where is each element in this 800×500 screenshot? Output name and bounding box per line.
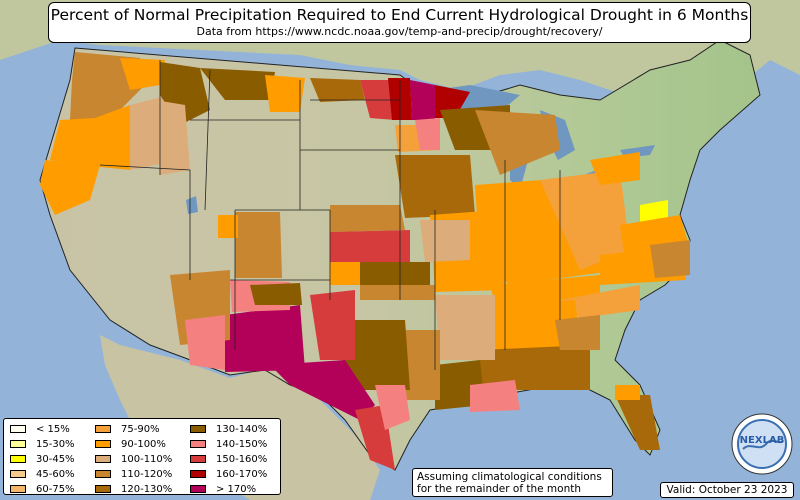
baja-land — [100, 335, 150, 440]
legend-item: 150-160% — [190, 453, 267, 465]
legend-swatch — [10, 455, 26, 463]
region-ny-pa — [590, 152, 640, 185]
legend-label: 30-45% — [36, 453, 75, 465]
legend-item: > 170% — [190, 483, 256, 495]
region-mt-east — [265, 75, 305, 112]
state-borders — [99, 60, 561, 370]
region-or — [50, 105, 130, 170]
region-fl-orange — [615, 385, 640, 400]
nexlab-logo: NEXLAB — [731, 413, 793, 475]
legend-item: 60-75% — [10, 483, 75, 495]
legend-swatch — [10, 485, 26, 493]
legend-label: 100-110% — [121, 453, 173, 465]
region-nm-magenta — [225, 305, 305, 372]
region-nd — [310, 78, 365, 102]
legend-label: 60-75% — [36, 483, 75, 495]
region-fl — [615, 395, 660, 450]
page-subtitle: Data from https://www.ncdc.noaa.gov/temp… — [196, 25, 603, 38]
valid-date: Valid: October 23 2023 — [660, 482, 794, 498]
legend-label: 110-120% — [121, 468, 173, 480]
legend-item: 100-110% — [95, 453, 172, 465]
region-tx-red — [310, 290, 355, 360]
legend-item: 130-140% — [190, 423, 267, 435]
legend-swatch — [190, 455, 206, 463]
legend-label: 130-140% — [216, 423, 268, 435]
region-wa-east — [120, 58, 165, 90]
legend-swatch — [10, 440, 26, 448]
legend-swatch — [95, 470, 111, 478]
note-box: Assuming climatological conditions for t… — [412, 468, 613, 497]
legend-item: 110-120% — [95, 468, 172, 480]
legend-swatch — [190, 425, 206, 433]
region-nc-east — [650, 240, 690, 278]
legend-label: 150-160% — [216, 453, 268, 465]
legend-label: 160-170% — [216, 468, 268, 480]
legend-label: 75-90% — [121, 423, 160, 435]
legend-item: 140-150% — [190, 438, 267, 450]
legend-swatch — [95, 425, 111, 433]
region-ia-pink — [415, 118, 440, 150]
logo-text: NEXLAB — [740, 435, 785, 446]
legend-item: 160-170% — [190, 468, 267, 480]
region-ks — [330, 230, 410, 262]
legend-item: 15-30% — [10, 438, 75, 450]
legend-swatch — [10, 470, 26, 478]
region-la-pink — [470, 380, 520, 412]
legend-item: 30-45% — [10, 453, 75, 465]
region-ca-sierra — [218, 215, 238, 238]
region-ne — [330, 205, 405, 232]
region-ca-north — [40, 160, 100, 215]
region-ga-east — [555, 315, 600, 350]
title-box: Percent of Normal Precipitation Required… — [48, 2, 751, 43]
legend-swatch — [190, 485, 206, 493]
legend: < 15% 15-30% 30-45% 45-60% 60-75% 75-90% 90-10… — [3, 418, 281, 495]
region-tx-brown — [340, 320, 410, 390]
region-tn — [490, 275, 600, 305]
legend-swatch — [95, 485, 111, 493]
region-ok — [360, 262, 430, 290]
region-md-va — [640, 200, 668, 222]
region-oh-ky — [540, 170, 630, 270]
great-salt-lake — [186, 196, 198, 214]
page-title: Percent of Normal Precipitation Required… — [50, 6, 749, 24]
region-mn-magenta — [410, 80, 435, 120]
region-az-pink — [185, 315, 225, 370]
region-ar — [435, 295, 495, 360]
legend-swatch — [95, 455, 111, 463]
legend-swatch — [190, 440, 206, 448]
region-nm-brown — [250, 283, 302, 305]
legend-swatch — [95, 440, 111, 448]
region-co — [235, 212, 282, 278]
region-tx-pink — [375, 385, 410, 430]
legend-item: < 15% — [10, 423, 70, 435]
legend-label: 120-130% — [121, 483, 173, 495]
legend-item: 45-60% — [10, 468, 75, 480]
legend-label: 45-60% — [36, 468, 75, 480]
note-line-1: Assuming climatological conditions — [417, 471, 602, 483]
legend-label: > 170% — [216, 483, 257, 495]
legend-swatch — [190, 470, 206, 478]
region-tx-magenta — [270, 360, 375, 420]
region-mo-tan — [420, 220, 470, 262]
region-id — [155, 100, 190, 175]
legend-label: 15-30% — [36, 438, 75, 450]
region-mi-south — [475, 110, 560, 175]
region-east-tx — [400, 330, 440, 400]
legend-item: 75-90% — [95, 423, 160, 435]
region-sc-ga — [560, 285, 640, 318]
region-iowa-brown — [395, 155, 475, 218]
region-south-brown — [480, 345, 590, 390]
legend-item: 120-130% — [95, 483, 172, 495]
region-ok-2 — [360, 285, 435, 300]
legend-item: 90-100% — [95, 438, 166, 450]
legend-label: 90-100% — [121, 438, 166, 450]
legend-swatch — [10, 425, 26, 433]
region-ok-orange — [330, 262, 360, 285]
region-mt — [200, 68, 275, 100]
legend-label: < 15% — [36, 423, 70, 435]
note-line-2: for the remainder of the month — [417, 483, 582, 495]
legend-label: 140-150% — [216, 438, 268, 450]
